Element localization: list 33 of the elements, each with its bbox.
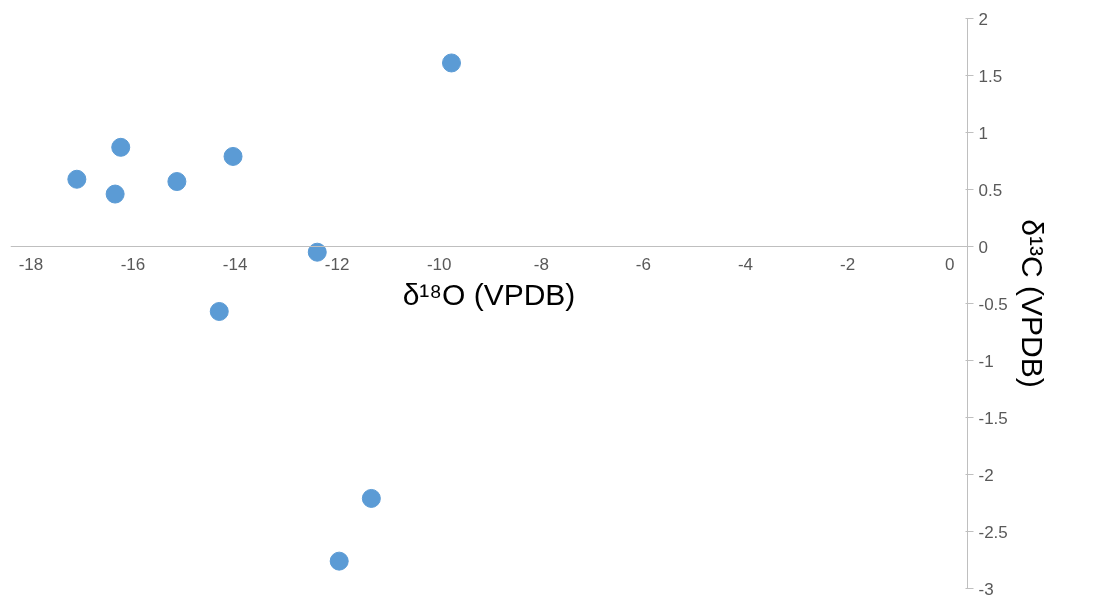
- x-tick-label: -2: [840, 254, 856, 274]
- point: [209, 302, 229, 321]
- y-tick-label: 0: [978, 237, 988, 257]
- point: [361, 488, 381, 508]
- y-tick-label: 0.5: [978, 180, 1003, 200]
- x-tick-label: -8: [533, 254, 549, 274]
- point: [307, 242, 327, 262]
- x-axis-title: δ¹⁸O (VPDB): [402, 277, 576, 311]
- point: [223, 146, 243, 166]
- y-tick-label: -2: [978, 465, 994, 485]
- point: [105, 184, 125, 204]
- y-tick-label: -3: [978, 579, 994, 599]
- y-tick-label: 1: [978, 123, 988, 143]
- x-tick-label: -14: [222, 254, 248, 274]
- x-tick-label: -4: [737, 254, 754, 274]
- x-tick-label: -10: [426, 254, 452, 274]
- point: [167, 172, 187, 191]
- x-tick-label: -18: [18, 254, 44, 274]
- x-tick-label: -6: [635, 254, 651, 274]
- point: [67, 169, 87, 189]
- y-tick-label: -2.5: [978, 522, 1008, 542]
- y-tick-label: -0.5: [978, 294, 1008, 314]
- x-tick-label: -12: [324, 254, 350, 274]
- y-axis-title: δ¹³C (VPDB): [1015, 219, 1049, 388]
- point: [329, 551, 349, 571]
- point: [441, 53, 461, 73]
- x-tick-label: 0: [944, 254, 955, 274]
- x-tick-label: -16: [120, 254, 146, 274]
- y-tick-label: 1.5: [978, 66, 1003, 86]
- point: [111, 137, 131, 157]
- y-tick-label: -1.5: [978, 408, 1008, 428]
- y-tick-label: 2: [978, 9, 988, 29]
- y-tick-label: -1: [978, 351, 994, 371]
